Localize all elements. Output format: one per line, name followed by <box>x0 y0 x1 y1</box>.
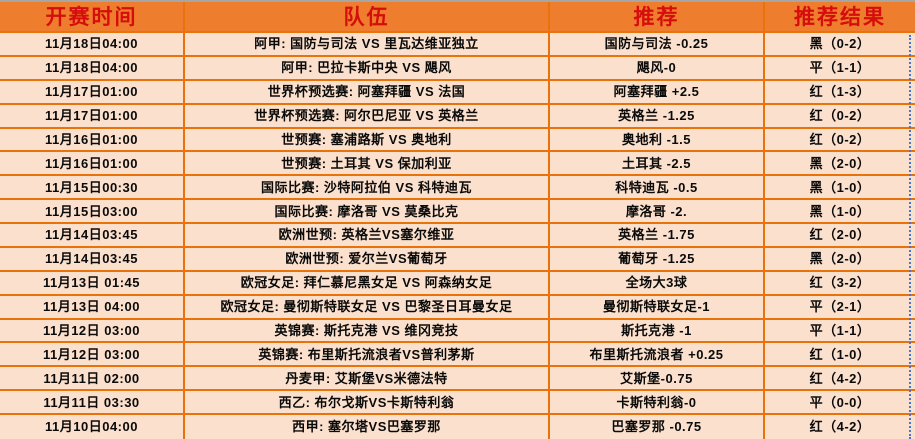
match-time: 11月11日 03:30 <box>0 391 185 413</box>
match-time: 11月12日 03:00 <box>0 319 185 342</box>
match-teams: 欧洲世预: 英格兰VS塞尔维亚 <box>185 224 550 246</box>
recommendation: 飓风-0 <box>550 56 765 79</box>
recommendation: 土耳其 -2.5 <box>550 152 765 175</box>
recommendation: 全场大3球 <box>550 271 765 294</box>
recommendation: 卡斯特利翁-0 <box>550 391 765 413</box>
recommendation-result: 红（4-2） <box>809 370 871 386</box>
match-time: 11月16日01:00 <box>0 152 185 175</box>
column-header-teams: 队伍 <box>185 2 550 31</box>
table-header-row: 开赛时间 队伍 推荐 推荐结果 <box>0 2 915 33</box>
match-teams: 欧洲世预: 爱尔兰VS葡萄牙 <box>185 247 550 270</box>
match-teams: 世界杯预选赛: 阿尔巴尼亚 VS 英格兰 <box>185 104 550 127</box>
recommendation-result: 红（3-2） <box>809 275 871 291</box>
table-row: 11月14日03:45 欧洲世预: 爱尔兰VS葡萄牙 葡萄牙 -1.25 黑（2… <box>0 247 915 272</box>
recommendation: 英格兰 -1.25 <box>550 104 765 127</box>
match-time: 11月13日 01:45 <box>0 271 185 294</box>
recommendation-result: 黑（1-0） <box>809 203 871 219</box>
recommendation: 葡萄牙 -1.25 <box>550 247 765 270</box>
table-row: 11月16日01:00 世预赛: 土耳其 VS 保加利亚 土耳其 -2.5 黑（… <box>0 152 915 177</box>
match-teams: 英锦赛: 斯托克港 VS 维冈竞技 <box>185 319 550 342</box>
column-header-recommendation: 推荐 <box>550 2 765 31</box>
match-time: 11月17日01:00 <box>0 104 185 127</box>
table-row: 11月16日01:00 世预赛: 塞浦路斯 VS 奥地利 奥地利 -1.5 红（… <box>0 128 915 153</box>
table-row: 11月12日 03:00 英锦赛: 布里斯托流浪者VS普利茅斯 布里斯托流浪者 … <box>0 343 915 368</box>
recommendation-result: 黑（0-2） <box>809 36 871 52</box>
match-teams: 西乙: 布尔戈斯VS卡斯特利翁 <box>185 391 550 413</box>
table-row: 11月15日03:00 国际比赛: 摩洛哥 VS 莫桑比克 摩洛哥 -2. 黑（… <box>0 200 915 224</box>
table-row: 11月13日 01:45 欧冠女足: 拜仁慕尼黑女足 VS 阿森纳女足 全场大3… <box>0 271 915 296</box>
recommendation-result: 黑（1-0） <box>809 179 871 195</box>
match-teams: 阿甲: 国防与司法 VS 里瓦达维亚独立 <box>185 33 550 55</box>
match-time: 11月18日04:00 <box>0 33 185 55</box>
match-teams: 世预赛: 土耳其 VS 保加利亚 <box>185 152 550 175</box>
table-row: 11月15日00:30 国际比赛: 沙特阿拉伯 VS 科特迪瓦 科特迪瓦 -0.… <box>0 176 915 201</box>
match-time: 11月18日04:00 <box>0 56 185 79</box>
recommendation: 艾斯堡-0.75 <box>550 367 765 390</box>
match-teams: 欧冠女足: 拜仁慕尼黑女足 VS 阿森纳女足 <box>185 271 550 294</box>
match-time: 11月14日03:45 <box>0 247 185 270</box>
table-row: 11月12日 03:00 英锦赛: 斯托克港 VS 维冈竞技 斯托克港 -1 平… <box>0 319 915 344</box>
match-time: 11月12日 03:00 <box>0 343 185 366</box>
recommendation-result: 红（1-0） <box>809 346 871 362</box>
recommendation: 科特迪瓦 -0.5 <box>550 176 765 199</box>
match-teams: 阿甲: 巴拉卡斯中央 VS 飓风 <box>185 56 550 79</box>
match-time: 11月15日03:00 <box>0 200 185 222</box>
match-time: 11月14日03:45 <box>0 224 185 246</box>
recommendation-result: 红（0-2） <box>809 108 871 124</box>
match-teams: 国际比赛: 摩洛哥 VS 莫桑比克 <box>185 200 550 222</box>
table-row: 11月14日03:45 欧洲世预: 英格兰VS塞尔维亚 英格兰 -1.75 红（… <box>0 224 915 248</box>
table-body: 11月18日04:00 阿甲: 国防与司法 VS 里瓦达维亚独立 国防与司法 -… <box>0 33 915 439</box>
match-teams: 英锦赛: 布里斯托流浪者VS普利茅斯 <box>185 343 550 366</box>
match-teams: 欧冠女足: 曼彻斯特联女足 VS 巴黎圣日耳曼女足 <box>185 295 550 318</box>
recommendation: 国防与司法 -0.25 <box>550 33 765 55</box>
recommendation: 阿塞拜疆 +2.5 <box>550 80 765 103</box>
table-row: 11月17日01:00 世界杯预选赛: 阿塞拜疆 VS 法国 阿塞拜疆 +2.5… <box>0 80 915 105</box>
table-row: 11月11日 03:30 西乙: 布尔戈斯VS卡斯特利翁 卡斯特利翁-0 平（0… <box>0 391 915 415</box>
recommendation-result: 红（2-0） <box>809 227 871 243</box>
table-row: 11月18日04:00 阿甲: 巴拉卡斯中央 VS 飓风 飓风-0 平（1-1） <box>0 56 915 81</box>
match-teams: 世预赛: 塞浦路斯 VS 奥地利 <box>185 128 550 151</box>
recommendation: 英格兰 -1.75 <box>550 224 765 246</box>
recommendation-result: 平（1-1） <box>809 60 871 76</box>
match-teams: 丹麦甲: 艾斯堡VS米德法特 <box>185 367 550 390</box>
table-row: 11月13日 04:00 欧冠女足: 曼彻斯特联女足 VS 巴黎圣日耳曼女足 曼… <box>0 295 915 320</box>
recommendation-result: 黑（2-0） <box>809 251 871 267</box>
match-time: 11月15日00:30 <box>0 176 185 199</box>
match-time: 11月13日 04:00 <box>0 295 185 318</box>
recommendation-result: 红（4-2） <box>809 419 871 435</box>
recommendation: 巴塞罗那 -0.75 <box>550 415 765 439</box>
recommendation: 布里斯托流浪者 +0.25 <box>550 343 765 366</box>
table-row: 11月18日04:00 阿甲: 国防与司法 VS 里瓦达维亚独立 国防与司法 -… <box>0 33 915 57</box>
match-time: 11月16日01:00 <box>0 128 185 151</box>
column-header-start-time: 开赛时间 <box>0 2 185 31</box>
match-teams: 世界杯预选赛: 阿塞拜疆 VS 法国 <box>185 80 550 103</box>
match-time: 11月10日04:00 <box>0 415 185 439</box>
match-teams: 西甲: 塞尔塔VS巴塞罗那 <box>185 415 550 439</box>
recommendation-result: 红（1-3） <box>809 84 871 100</box>
table-row: 11月17日01:00 世界杯预选赛: 阿尔巴尼亚 VS 英格兰 英格兰 -1.… <box>0 104 915 129</box>
recommendation-result: 平（1-1） <box>809 322 871 338</box>
recommendation: 曼彻斯特联女足-1 <box>550 295 765 318</box>
recommendation-result: 平（0-0） <box>809 394 871 410</box>
match-time: 11月11日 02:00 <box>0 367 185 390</box>
recommendation-result: 黑（2-0） <box>809 155 871 171</box>
recommendation: 奥地利 -1.5 <box>550 128 765 151</box>
column-header-result: 推荐结果 <box>794 5 886 29</box>
recommendation-result: 平（2-1） <box>809 299 871 315</box>
match-teams: 国际比赛: 沙特阿拉伯 VS 科特迪瓦 <box>185 176 550 199</box>
recommendation-result: 红（0-2） <box>809 131 871 147</box>
recommendation: 斯托克港 -1 <box>550 319 765 342</box>
recommendation: 摩洛哥 -2. <box>550 200 765 222</box>
table-row: 11月11日 02:00 丹麦甲: 艾斯堡VS米德法特 艾斯堡-0.75 红（4… <box>0 367 915 392</box>
table-row: 11月10日04:00 西甲: 塞尔塔VS巴塞罗那 巴塞罗那 -0.75 红（4… <box>0 415 915 439</box>
match-time: 11月17日01:00 <box>0 80 185 103</box>
